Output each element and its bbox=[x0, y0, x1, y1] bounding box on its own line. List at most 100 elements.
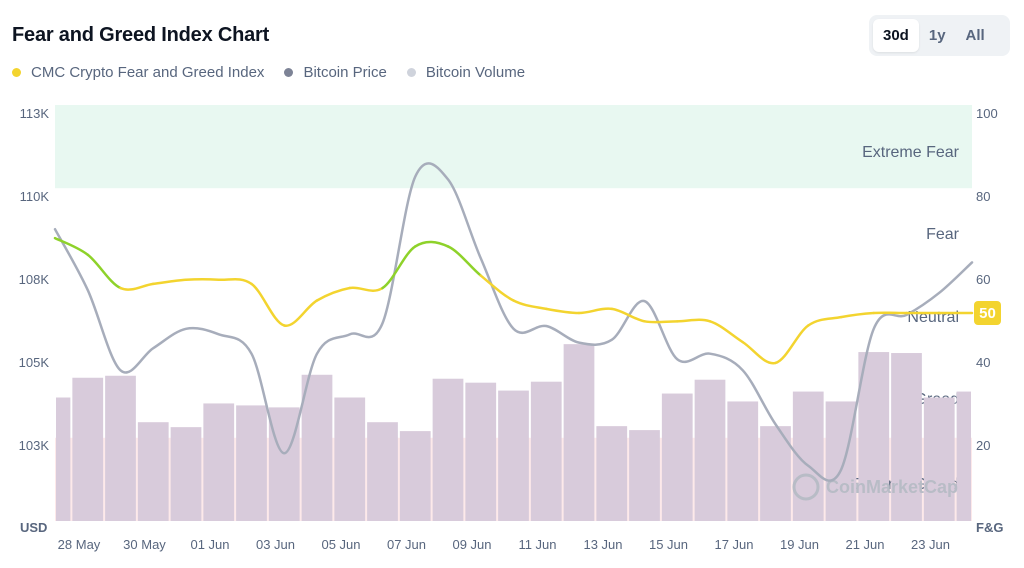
price-line-layer bbox=[53, 162, 974, 482]
fear-greed-line-segment bbox=[708, 320, 744, 344]
fear-greed-line-segment bbox=[184, 277, 220, 281]
watermark: CoinMarketCap bbox=[792, 473, 958, 501]
zone-band-extreme-greed bbox=[55, 105, 972, 189]
fear-greed-line-segment bbox=[348, 286, 384, 292]
volume-bar bbox=[203, 403, 235, 521]
range-30d-button[interactable]: 30d bbox=[873, 19, 919, 52]
y-right-tick-label: 100 bbox=[976, 106, 998, 121]
x-tick-label: 09 Jun bbox=[452, 537, 491, 552]
x-tick-label: 21 Jun bbox=[845, 537, 884, 552]
fear-greed-line-segment bbox=[381, 245, 417, 290]
volume-bar bbox=[72, 377, 104, 521]
volume-bar bbox=[825, 401, 857, 521]
y-left-unit-label: USD bbox=[20, 520, 47, 535]
fear-greed-line-segment bbox=[53, 236, 89, 257]
y-right-tick-label: 40 bbox=[976, 355, 990, 370]
x-tick-label: 03 Jun bbox=[256, 537, 295, 552]
y-left-tick-label: 113K bbox=[20, 106, 50, 121]
x-tick-label: 01 Jun bbox=[190, 537, 229, 552]
chart-legend: CMC Crypto Fear and Greed Index Bitcoin … bbox=[12, 64, 545, 81]
volume-bars bbox=[56, 344, 971, 521]
volume-bar bbox=[137, 422, 169, 521]
bitcoin-price-line bbox=[53, 162, 974, 482]
fear-greed-line-segment bbox=[839, 311, 875, 319]
volume-bar bbox=[694, 379, 726, 521]
x-tick-label: 30 May bbox=[123, 537, 166, 552]
fear-greed-line-segment bbox=[152, 278, 188, 286]
zone-label-neutral: Neutral bbox=[907, 309, 959, 326]
legend-fear-greed[interactable]: CMC Crypto Fear and Greed Index bbox=[12, 64, 264, 81]
zone-label-extreme-fear: Extreme Fear bbox=[862, 144, 960, 161]
volume-bar bbox=[956, 391, 971, 521]
legend-label-bitcoin-volume: Bitcoin Volume bbox=[425, 64, 526, 81]
volume-bar bbox=[399, 431, 431, 521]
fear-greed-line-segment bbox=[643, 320, 679, 324]
legend-label-fear-greed: CMC Crypto Fear and Greed Index bbox=[31, 64, 265, 81]
volume-bar bbox=[530, 381, 562, 521]
x-tick-label: 17 Jun bbox=[714, 537, 753, 552]
fear-greed-line-segment bbox=[479, 274, 515, 302]
volume-bar bbox=[563, 344, 595, 521]
y-right-unit-label: F&G bbox=[976, 520, 1003, 535]
y-right-tick-label: 60 bbox=[976, 272, 990, 287]
fear-greed-line-segment bbox=[577, 307, 613, 315]
current-value-badge-bg bbox=[974, 301, 1001, 325]
volume-bar bbox=[56, 397, 71, 521]
x-tick-label: 11 Jun bbox=[518, 537, 556, 552]
current-value-badge: 50 bbox=[974, 301, 1001, 325]
chart-title: Fear and Greed Index Chart bbox=[12, 24, 270, 46]
fear-greed-line-segment bbox=[774, 324, 810, 365]
x-tick-label: 07 Jun bbox=[387, 537, 426, 552]
range-1y-button[interactable]: 1y bbox=[928, 27, 946, 44]
legend-bitcoin-price[interactable]: Bitcoin Price bbox=[284, 64, 387, 81]
fear-greed-line-segment bbox=[741, 340, 777, 365]
axes-layer: 113K 110K 108K 105K 103K USD 100 80 60 40 20 F&G 28 … bbox=[19, 106, 1004, 552]
y-left-tick-label: 108K bbox=[19, 272, 50, 287]
legend-bitcoin-volume[interactable]: Bitcoin Volume bbox=[406, 64, 526, 81]
volume-bar bbox=[170, 427, 202, 521]
y-right-tick-label: 20 bbox=[976, 438, 990, 453]
fear-greed-line-segment bbox=[807, 315, 843, 327]
volume-bar bbox=[105, 375, 136, 521]
x-tick-label: 15 Jun bbox=[649, 537, 688, 552]
fear-greed-line-segment bbox=[512, 299, 548, 311]
x-tick-label: 23 Jun bbox=[911, 537, 950, 552]
volume-bar bbox=[760, 426, 791, 521]
fear-greed-line-segment bbox=[545, 307, 581, 315]
volume-bar bbox=[465, 382, 497, 521]
range-all-button[interactable]: All bbox=[965, 27, 985, 44]
x-tick-label: 13 Jun bbox=[583, 537, 622, 552]
volume-bar bbox=[891, 353, 922, 521]
volume-bar bbox=[727, 401, 759, 521]
volume-bar bbox=[629, 430, 660, 521]
fear-greed-line-segment bbox=[610, 307, 646, 323]
volume-bar bbox=[596, 426, 628, 521]
legend-dot-fear-greed bbox=[12, 68, 21, 77]
y-left-tick-label: 103K bbox=[19, 438, 50, 453]
fear-greed-line-segment bbox=[119, 282, 155, 291]
y-left-tick-label: 110K bbox=[20, 189, 50, 204]
volume-bar bbox=[236, 405, 267, 521]
x-tick-label: 19 Jun bbox=[780, 537, 819, 552]
volume-bar bbox=[268, 407, 300, 521]
y-right-tick-label: 80 bbox=[976, 189, 990, 204]
fear-greed-line-segment bbox=[315, 286, 351, 302]
legend-label-bitcoin-price: Bitcoin Price bbox=[303, 64, 387, 81]
x-tick-label: 05 Jun bbox=[321, 537, 360, 552]
fear-greed-line-segment bbox=[217, 277, 253, 286]
legend-dot-bitcoin-volume bbox=[406, 68, 416, 77]
fear-greed-line-segment bbox=[414, 240, 450, 248]
fear-greed-line-segment bbox=[250, 282, 286, 327]
volume-bar bbox=[367, 422, 398, 521]
fear-greed-line-segment bbox=[676, 318, 712, 323]
watermark-text: CoinMarketCap bbox=[826, 477, 958, 497]
volume-bar bbox=[498, 390, 529, 521]
zone-label-fear: Fear bbox=[926, 226, 960, 243]
y-left-tick-label: 105K bbox=[19, 355, 50, 370]
fear-greed-line-segment bbox=[86, 253, 122, 290]
volume-bar bbox=[301, 374, 333, 521]
volume-bar bbox=[661, 393, 693, 521]
volume-bar bbox=[923, 397, 955, 521]
volume-bar bbox=[858, 352, 890, 521]
